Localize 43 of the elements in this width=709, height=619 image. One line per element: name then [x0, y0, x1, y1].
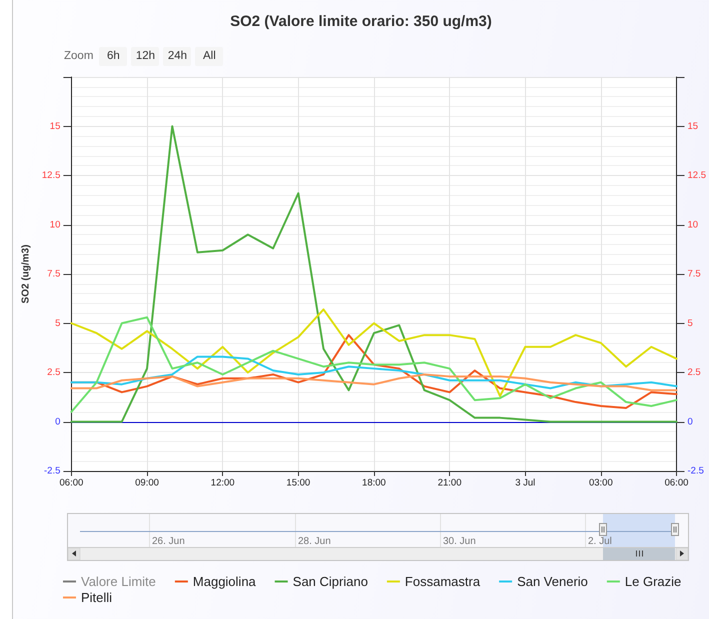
x-tick-label: 18:00: [362, 478, 386, 488]
text: Zoom: [64, 50, 94, 62]
x-tick-label: 09:00: [135, 478, 159, 488]
range-button: 12h: [131, 46, 160, 66]
x-tick-label: 15:00: [286, 478, 310, 488]
y-tick-label: 15: [50, 120, 60, 132]
legend-label: San Cipriano: [292, 574, 368, 589]
y-tick-label: 5: [55, 318, 60, 329]
y-tick-label: 10: [50, 219, 60, 230]
y-tick-label: 0: [55, 416, 60, 428]
range-button: All: [195, 46, 224, 66]
range-button: 24h: [163, 46, 192, 66]
y-tick-label: -2.5: [44, 466, 60, 476]
x-tick-label: 06:00: [60, 478, 84, 488]
x-tick-label: 06:00: [664, 478, 688, 488]
range-button: 6h: [99, 46, 128, 66]
x-tick-label: 03:00: [588, 478, 613, 488]
x-tick-label: 12:00: [210, 478, 235, 488]
y2-tick-label: 5: [688, 318, 693, 329]
legend-label: San Venerio: [517, 574, 588, 589]
y2-tick-label: 7.5: [688, 268, 701, 280]
y2-tick-label: -2.5: [688, 466, 704, 476]
text: 2. Jul: [588, 536, 612, 547]
legend-label: Maggiolina: [192, 574, 257, 589]
y2-tick-label: 2.5: [688, 367, 701, 378]
legend-label: Le Grazie: [624, 574, 682, 589]
x-tick-label: 21:00: [438, 478, 462, 488]
y-tick-label: 2.5: [47, 367, 60, 378]
text: 28. Jun: [298, 536, 331, 547]
y2-tick-label: 0: [688, 416, 693, 428]
y2-tick-label: 10: [688, 219, 698, 230]
y2-tick-label: 12.5: [688, 170, 706, 181]
legend-label: Pitelli: [81, 590, 112, 605]
text: 30. Jun: [443, 536, 476, 547]
legend-label: Fossamastra: [404, 574, 481, 589]
y-tick-label: 12.5: [42, 170, 60, 181]
x-tick-label: 3 Jul: [515, 478, 536, 488]
chart-title: SO2 (Valore limite orario: 350 ug/m3): [230, 13, 492, 30]
legend-label: Valore Limite: [81, 574, 156, 589]
text: 26. Jun: [152, 536, 185, 547]
y-axis-title: SO2 (ug/m3): [20, 244, 32, 304]
y-tick-label: 7.5: [47, 268, 60, 280]
y2-tick-label: 15: [688, 120, 698, 132]
